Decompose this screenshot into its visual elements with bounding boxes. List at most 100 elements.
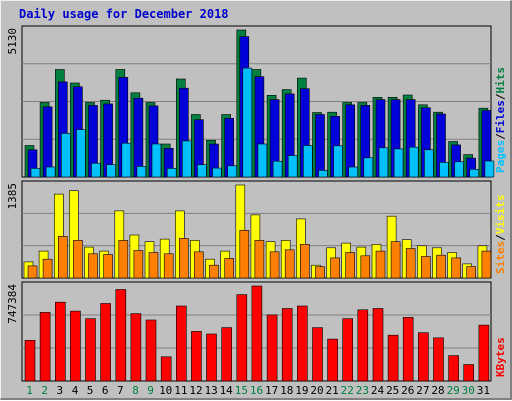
sites-bar bbox=[103, 254, 113, 279]
kbytes-bar bbox=[342, 318, 354, 382]
sites-bar bbox=[269, 251, 280, 279]
sites-bar bbox=[224, 258, 234, 279]
pages-bar bbox=[333, 145, 343, 178]
pages-bar bbox=[257, 143, 268, 178]
x-tick-label: 13 bbox=[204, 384, 217, 397]
x-tick-label: 9 bbox=[147, 384, 154, 397]
kbytes-bar bbox=[448, 355, 459, 382]
sites-bar bbox=[284, 249, 295, 279]
sites-bar bbox=[118, 240, 129, 279]
sites-bar bbox=[209, 264, 219, 279]
legend-pages: Pages bbox=[494, 140, 507, 173]
pages-bar bbox=[272, 160, 283, 178]
kbytes-bar bbox=[372, 308, 384, 382]
pages-bar bbox=[363, 157, 374, 178]
pages-bar bbox=[121, 142, 132, 178]
x-tick-label: 30 bbox=[462, 384, 475, 397]
kbytes-bar bbox=[433, 337, 444, 382]
x-tick-label: 8 bbox=[132, 384, 139, 397]
series-legend-2: Sites/Visits bbox=[494, 195, 507, 275]
sites-bar bbox=[27, 265, 38, 279]
kbytes-bar bbox=[145, 319, 157, 382]
sites-bar bbox=[315, 266, 325, 279]
sites-bar bbox=[405, 248, 416, 279]
x-tick-label: 31 bbox=[477, 384, 490, 397]
kbytes-bar bbox=[251, 285, 263, 382]
sites-bar bbox=[73, 240, 83, 279]
sites-bar bbox=[179, 238, 189, 279]
sites-bar bbox=[360, 255, 371, 279]
sites-bar bbox=[436, 254, 446, 279]
sites-bar bbox=[133, 250, 144, 279]
kbytes-bar bbox=[130, 313, 142, 382]
x-tick-label: 17 bbox=[265, 384, 278, 397]
sites-bar bbox=[421, 256, 431, 279]
kbytes-bar bbox=[85, 318, 96, 382]
y-max-label: 1385 bbox=[6, 183, 19, 210]
x-tick-label: 29 bbox=[447, 384, 460, 397]
x-tick-label: 15 bbox=[235, 384, 248, 397]
sites-bar bbox=[481, 250, 492, 279]
x-tick-label: 25 bbox=[386, 384, 399, 397]
x-tick-label: 27 bbox=[416, 384, 429, 397]
sites-bar bbox=[390, 241, 401, 279]
x-tick-label: 28 bbox=[431, 384, 444, 397]
kbytes-bar bbox=[191, 331, 202, 382]
legend-separator: / bbox=[494, 133, 507, 140]
x-tick-label: 1 bbox=[26, 384, 33, 397]
x-tick-label: 12 bbox=[189, 384, 202, 397]
pages-bar bbox=[242, 67, 253, 178]
x-tick-label: 24 bbox=[371, 384, 385, 397]
kbytes-bar bbox=[236, 294, 248, 382]
pages-bar bbox=[348, 166, 359, 178]
x-tick-label: 4 bbox=[72, 384, 79, 397]
pages-bar bbox=[151, 143, 162, 178]
legend-visits: Visits bbox=[494, 195, 507, 235]
pages-bar bbox=[182, 140, 192, 178]
sites-bar bbox=[239, 230, 250, 279]
files-bar bbox=[345, 104, 356, 178]
y-max-label: 5130 bbox=[6, 28, 19, 55]
pages-bar bbox=[136, 166, 147, 178]
pages-bar bbox=[318, 170, 328, 178]
kbytes-bar bbox=[296, 305, 308, 382]
x-tick-label: 26 bbox=[401, 384, 414, 397]
x-tick-label: 3 bbox=[56, 384, 63, 397]
kbytes-bar bbox=[387, 334, 399, 382]
pages-bar bbox=[106, 164, 116, 178]
pages-bar bbox=[424, 149, 434, 178]
sites-bar bbox=[42, 258, 53, 279]
chart-title: Daily usage for December 2018 bbox=[19, 7, 229, 21]
kbytes-bar bbox=[463, 364, 475, 382]
sites-bar bbox=[163, 253, 174, 279]
pages-bar bbox=[212, 167, 222, 178]
x-tick-label: 19 bbox=[295, 384, 308, 397]
x-tick-label: 16 bbox=[250, 384, 263, 397]
sites-bar bbox=[375, 250, 386, 279]
pages-bar bbox=[454, 161, 464, 178]
kbytes-bar bbox=[100, 303, 111, 382]
kbytes-bar bbox=[418, 332, 429, 382]
pages-bar bbox=[287, 155, 298, 178]
x-tick-label: 20 bbox=[310, 384, 323, 397]
legend-hits: Hits bbox=[494, 67, 507, 94]
files-bar bbox=[133, 97, 144, 178]
x-tick-label: 5 bbox=[87, 384, 94, 397]
kbytes-bar bbox=[281, 308, 293, 382]
kbytes-bar bbox=[312, 327, 323, 382]
pages-bar bbox=[439, 162, 449, 178]
sites-bar bbox=[451, 257, 461, 279]
x-tick-label: 10 bbox=[159, 384, 172, 397]
pages-bar bbox=[393, 148, 404, 178]
legend-sites: Sites bbox=[494, 241, 507, 274]
x-tick-label: 23 bbox=[356, 384, 369, 397]
sites-bar bbox=[254, 240, 265, 279]
kbytes-bar bbox=[176, 305, 187, 382]
pages-bar bbox=[76, 129, 86, 178]
kbytes-bar bbox=[54, 301, 66, 382]
x-tick-label: 6 bbox=[102, 384, 109, 397]
series-legend-1: Pages/Files/Hits bbox=[494, 67, 507, 173]
kbytes-bar bbox=[70, 310, 81, 382]
